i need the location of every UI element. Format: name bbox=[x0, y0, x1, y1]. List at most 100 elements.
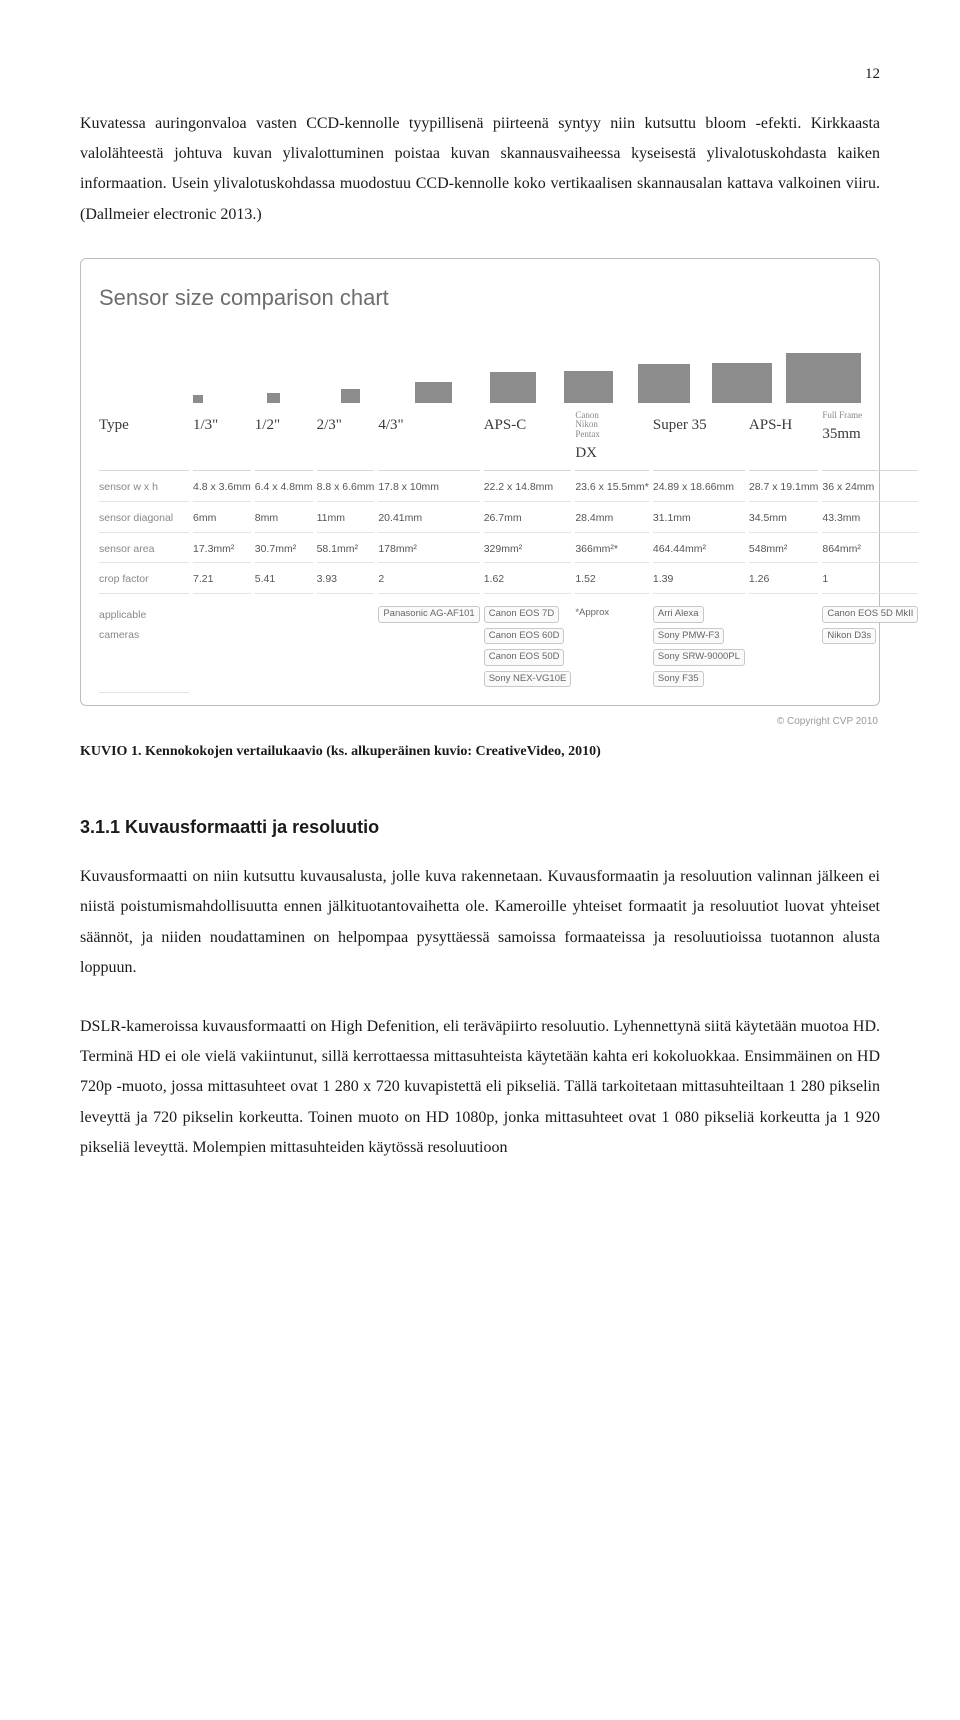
table-cell: 20.41mm bbox=[378, 506, 479, 533]
table-cell: 548mm² bbox=[749, 537, 818, 564]
column-header: 2/3" bbox=[317, 411, 375, 471]
table-cell: 5.41 bbox=[255, 567, 313, 594]
table-cell: 2 bbox=[378, 567, 479, 594]
table-cell: 17.8 x 10mm bbox=[378, 475, 479, 502]
sensor-box bbox=[490, 372, 536, 403]
row-label: sensor diagonal bbox=[99, 506, 189, 533]
table-cell: 36 x 24mm bbox=[822, 475, 918, 502]
table-cell: 22.2 x 14.8mm bbox=[484, 475, 572, 502]
table-cell: 329mm² bbox=[484, 537, 572, 564]
camera-box: Sony PMW-F3 bbox=[653, 628, 725, 644]
sensor-box bbox=[712, 363, 772, 403]
sensor-box-cell bbox=[564, 371, 634, 403]
table-cell: 31.1mm bbox=[653, 506, 745, 533]
camera-box: Canon EOS 5D MkII bbox=[822, 606, 918, 622]
table-cell: 6.4 x 4.8mm bbox=[255, 475, 313, 502]
sensor-box-cell bbox=[415, 382, 485, 403]
table-cell: 1.39 bbox=[653, 567, 745, 594]
camera-box: Sony SRW-9000PL bbox=[653, 649, 745, 665]
sensor-box bbox=[267, 393, 280, 403]
table-cell: 4.8 x 3.6mm bbox=[193, 475, 251, 502]
row-label: sensor area bbox=[99, 537, 189, 564]
sensor-box-cell bbox=[267, 393, 337, 403]
column-header: 4/3" bbox=[378, 411, 479, 471]
camera-box: Arri Alexa bbox=[653, 606, 704, 622]
sensor-boxes-row bbox=[99, 333, 861, 403]
sensor-box bbox=[786, 353, 861, 403]
chart-title: Sensor size comparison chart bbox=[99, 277, 861, 319]
camera-box: Sony NEX-VG10E bbox=[484, 671, 572, 687]
table-cell: 7.21 bbox=[193, 567, 251, 594]
chart-copyright: © Copyright CVP 2010 bbox=[80, 712, 878, 731]
paragraph-1: Kuvatessa auringonvaloa vasten CCD-kenno… bbox=[80, 109, 880, 231]
sensor-box bbox=[193, 395, 203, 403]
camera-box: Canon EOS 60D bbox=[484, 628, 565, 644]
column-header: Full Frame35mm bbox=[822, 411, 918, 471]
header-type-label: Type bbox=[99, 411, 189, 471]
camera-cell bbox=[193, 598, 251, 693]
sensor-box-cell bbox=[341, 389, 411, 403]
row-label: crop factor bbox=[99, 567, 189, 594]
camera-cell bbox=[255, 598, 313, 693]
camera-cell: Arri Alexa Sony PMW-F3 Sony SRW-9000PL Sony… bbox=[653, 598, 745, 693]
column-header: APS-H bbox=[749, 411, 818, 471]
camera-cell: *Approx bbox=[575, 598, 649, 693]
camera-cell: Panasonic AG-AF101 bbox=[378, 598, 479, 693]
table-cell: 8mm bbox=[255, 506, 313, 533]
table-cell: 1.62 bbox=[484, 567, 572, 594]
table-cell: 3.93 bbox=[317, 567, 375, 594]
table-cell: 26.7mm bbox=[484, 506, 572, 533]
table-cell: 24.89 x 18.66mm bbox=[653, 475, 745, 502]
table-cell: 6mm bbox=[193, 506, 251, 533]
figure-caption: KUVIO 1. Kennokokojen vertailukaavio (ks… bbox=[80, 739, 880, 766]
camera-box: Panasonic AG-AF101 bbox=[378, 606, 479, 622]
table-cell: 28.4mm bbox=[575, 506, 649, 533]
table-cell: 178mm² bbox=[378, 537, 479, 564]
sensor-box-cell bbox=[786, 353, 861, 403]
camera-box: Nikon D3s bbox=[822, 628, 876, 644]
table-cell: 1.26 bbox=[749, 567, 818, 594]
table-cell: 28.7 x 19.1mm bbox=[749, 475, 818, 502]
sensor-box bbox=[341, 389, 359, 403]
table-cell: 58.1mm² bbox=[317, 537, 375, 564]
table-cell: 30.7mm² bbox=[255, 537, 313, 564]
section-heading: 3.1.1 Kuvausformaatti ja resoluutio bbox=[80, 810, 880, 844]
table-cell: 366mm²* bbox=[575, 537, 649, 564]
camera-box: Canon EOS 50D bbox=[484, 649, 565, 665]
sensor-box bbox=[415, 382, 452, 403]
column-header: Canon Nikon PentaxDX bbox=[575, 411, 649, 471]
column-header: 1/2" bbox=[255, 411, 313, 471]
camera-cell: Canon EOS 5D MkII Nikon D3s bbox=[822, 598, 918, 693]
table-cell: 464.44mm² bbox=[653, 537, 745, 564]
sensor-box-cell bbox=[490, 372, 560, 403]
sensor-chart: Sensor size comparison chart Type1/3"1/2… bbox=[80, 258, 880, 706]
camera-cell bbox=[749, 598, 818, 693]
table-cell: 23.6 x 15.5mm* bbox=[575, 475, 649, 502]
page-number: 12 bbox=[80, 60, 880, 89]
paragraph-3: DSLR-kameroissa kuvausformaatti on High … bbox=[80, 1012, 880, 1164]
table-cell: 864mm² bbox=[822, 537, 918, 564]
sensor-box bbox=[564, 371, 613, 403]
sensor-box-cell bbox=[712, 363, 782, 403]
cameras-row-label: applicable cameras bbox=[99, 598, 189, 693]
paragraph-2: Kuvausformaatti on niin kutsuttu kuvausa… bbox=[80, 862, 880, 984]
sensor-box-cell bbox=[638, 364, 708, 403]
column-header: 1/3" bbox=[193, 411, 251, 471]
row-label: sensor w x h bbox=[99, 475, 189, 502]
table-cell: 34.5mm bbox=[749, 506, 818, 533]
table-cell: 1 bbox=[822, 567, 918, 594]
camera-box: Canon EOS 7D bbox=[484, 606, 559, 622]
column-header: Super 35 bbox=[653, 411, 745, 471]
table-cell: 43.3mm bbox=[822, 506, 918, 533]
sensor-box bbox=[638, 364, 690, 403]
chart-table: Type1/3"1/2"2/3"4/3"APS-CCanon Nikon Pen… bbox=[99, 411, 861, 693]
table-cell: 1.52 bbox=[575, 567, 649, 594]
camera-cell: Canon EOS 7D Canon EOS 60D Canon EOS 50D So… bbox=[484, 598, 572, 693]
camera-cell bbox=[317, 598, 375, 693]
sensor-box-cell bbox=[193, 395, 263, 403]
column-header: APS-C bbox=[484, 411, 572, 471]
table-cell: 8.8 x 6.6mm bbox=[317, 475, 375, 502]
table-cell: 17.3mm² bbox=[193, 537, 251, 564]
camera-box: Sony F35 bbox=[653, 671, 704, 687]
table-cell: 11mm bbox=[317, 506, 375, 533]
